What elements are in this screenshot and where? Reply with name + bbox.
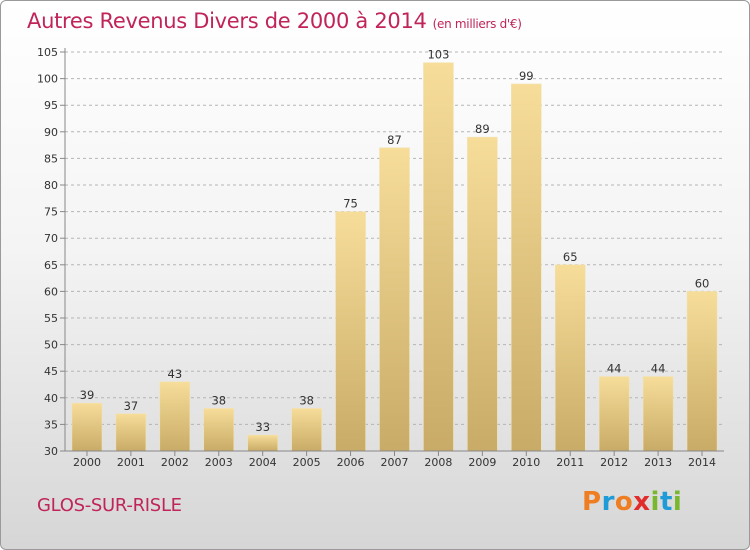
value-label-2002: 43: [168, 367, 183, 381]
value-label-2014: 60: [695, 276, 710, 290]
x-tick-label-2013: 2013: [644, 456, 672, 469]
bar-2011: [554, 264, 586, 452]
y-tick-label: 105: [37, 46, 58, 59]
y-tick-label: 30: [44, 445, 58, 458]
value-label-2001: 37: [124, 399, 139, 413]
x-tick-label-2007: 2007: [381, 456, 409, 469]
y-tick-label: 50: [44, 339, 58, 352]
y-tick-label: 70: [44, 232, 58, 245]
bar-2005: [291, 408, 322, 452]
value-label-2008: 103: [427, 48, 449, 62]
value-label-2005: 38: [299, 393, 314, 407]
value-label-2004: 33: [255, 420, 270, 434]
value-label-2006: 75: [343, 197, 358, 211]
value-label-2000: 39: [80, 388, 95, 402]
x-tick-label-2002: 2002: [161, 456, 189, 469]
x-tick-label-2010: 2010: [512, 456, 540, 469]
logo-letter: t: [659, 487, 673, 517]
y-tick-label: 35: [44, 418, 58, 431]
y-tick-label: 80: [44, 179, 58, 192]
y-tick-label: 45: [44, 365, 58, 378]
bars: 39 37 43 38 33 38 75 87 103 89 99 65 44 44 60: [71, 48, 718, 452]
bar-2001: [115, 413, 147, 452]
bar-2014: [686, 291, 718, 452]
axes: 30 35 40 45 50 55 60 65 70 75 80 85 90 95 100 105 2000 20…: [37, 46, 724, 469]
location-label: GLOS-SUR-RISLE: [37, 495, 182, 516]
x-tick-label-2005: 2005: [293, 456, 321, 469]
logo-letter: i: [672, 487, 683, 517]
x-tick-label-2001: 2001: [117, 456, 145, 469]
y-tick-label: 100: [37, 73, 58, 86]
bar-2000: [71, 402, 103, 452]
value-label-2003: 38: [211, 393, 226, 407]
x-tick-label-2012: 2012: [600, 456, 628, 469]
value-label-2011: 65: [563, 250, 578, 264]
x-tick-label-2006: 2006: [337, 456, 365, 469]
logo-letter: x: [633, 487, 651, 517]
bar-2004: [247, 434, 278, 452]
chart-title-text: Autres Revenus Divers de 2000 à 2014: [27, 9, 427, 33]
x-tick-label-2003: 2003: [205, 456, 233, 469]
x-tick-label-2008: 2008: [424, 456, 452, 469]
y-tick-label: 65: [44, 259, 58, 272]
logo-letter: i: [650, 487, 660, 517]
y-tick-label: 90: [44, 126, 58, 139]
y-tick-label: 40: [44, 392, 58, 405]
x-tick-label-2004: 2004: [249, 456, 277, 469]
y-tick-label: 95: [44, 99, 58, 112]
bar-2012: [598, 376, 630, 452]
x-tick-label-2011: 2011: [556, 456, 584, 469]
bar-2008: [423, 62, 454, 452]
logo-letter: P: [582, 487, 602, 517]
bar-2010: [511, 83, 542, 452]
bar-2009: [467, 136, 498, 452]
value-label-2010: 99: [519, 69, 534, 83]
y-tick-label: 55: [44, 312, 58, 325]
y-tick-label: 85: [44, 152, 58, 165]
chart-title: Autres Revenus Divers de 2000 à 2014 (en …: [27, 9, 522, 33]
bar-2003: [203, 408, 235, 452]
y-tick-label: 60: [44, 285, 58, 298]
value-label-2012: 44: [607, 362, 622, 376]
x-tick-label-2009: 2009: [468, 456, 496, 469]
x-tick-label-2014: 2014: [688, 456, 716, 469]
bar-2007: [379, 147, 410, 452]
logo-letter: o: [614, 487, 634, 517]
value-label-2013: 44: [651, 362, 666, 376]
bar-2006: [335, 211, 366, 452]
value-label-2007: 87: [387, 133, 402, 147]
value-label-2009: 89: [475, 122, 490, 136]
proxiti-logo: Proxiti: [582, 487, 682, 517]
chart-subtitle: (en milliers d'€): [432, 17, 522, 31]
x-tick-label-2000: 2000: [73, 456, 101, 469]
bar-2013: [642, 376, 674, 452]
y-tick-label: 75: [44, 206, 58, 219]
bar-2002: [159, 381, 191, 452]
logo-letter: r: [601, 487, 615, 517]
